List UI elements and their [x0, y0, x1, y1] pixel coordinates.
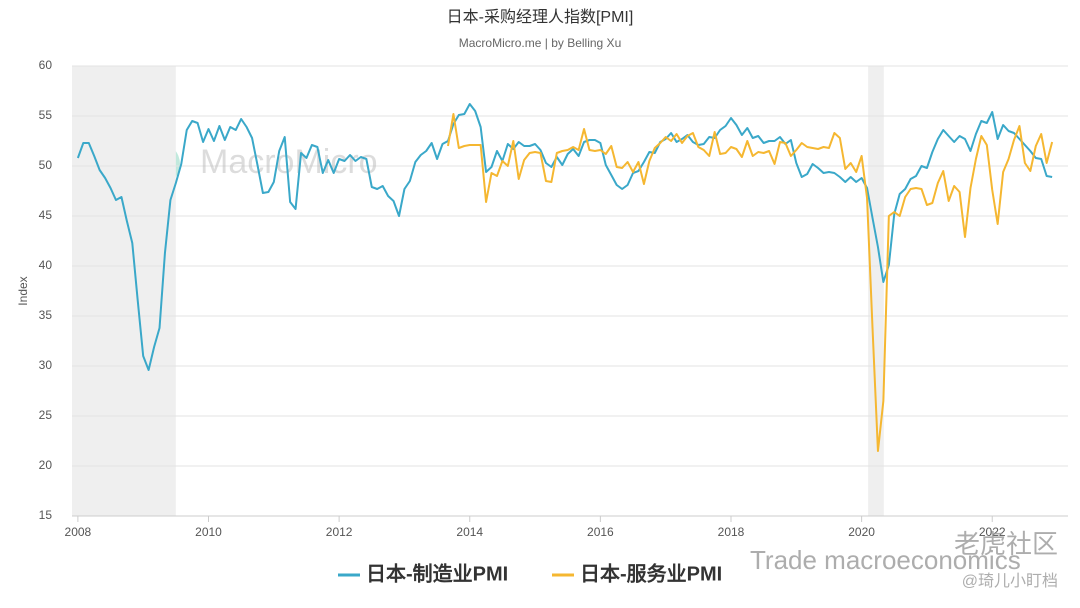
watermark: @琦儿小盯档	[962, 572, 1058, 590]
x-tick-label: 2010	[195, 525, 222, 539]
y-tick-label: 60	[39, 58, 53, 72]
x-tick-label: 2022	[979, 525, 1006, 539]
chart-subtitle: MacroMicro.me | by Belling Xu	[459, 36, 622, 50]
x-tick-label: 2012	[326, 525, 353, 539]
y-tick-label: 15	[39, 508, 53, 522]
y-tick-label: 45	[39, 208, 53, 222]
shaded-region	[72, 66, 176, 516]
x-tick-label: 2018	[718, 525, 745, 539]
y-tick-label: 20	[39, 458, 53, 472]
series-line	[447, 113, 1054, 452]
watermark: 老虎社区	[954, 529, 1058, 559]
y-axis-label: Index	[16, 276, 30, 305]
y-tick-label: 35	[39, 308, 53, 322]
y-tick-label: 50	[39, 158, 53, 172]
series-line	[76, 103, 1053, 371]
legend-label[interactable]: 日本-服务业PMI	[580, 561, 722, 585]
x-tick-label: 2008	[65, 525, 92, 539]
x-tick-label: 2016	[587, 525, 614, 539]
chart-title: 日本-采购经理人指数[PMI]	[447, 8, 634, 26]
shaded-region	[868, 66, 884, 516]
y-tick-label: 30	[39, 358, 53, 372]
y-tick-label: 55	[39, 108, 53, 122]
y-tick-label: 25	[39, 408, 53, 422]
legend-label[interactable]: 日本-制造业PMI	[366, 561, 508, 585]
watermark: Trade macroeconomics	[750, 545, 1021, 575]
x-tick-label: 2020	[848, 525, 875, 539]
x-tick-label: 2014	[456, 525, 483, 539]
y-tick-label: 40	[39, 258, 53, 272]
